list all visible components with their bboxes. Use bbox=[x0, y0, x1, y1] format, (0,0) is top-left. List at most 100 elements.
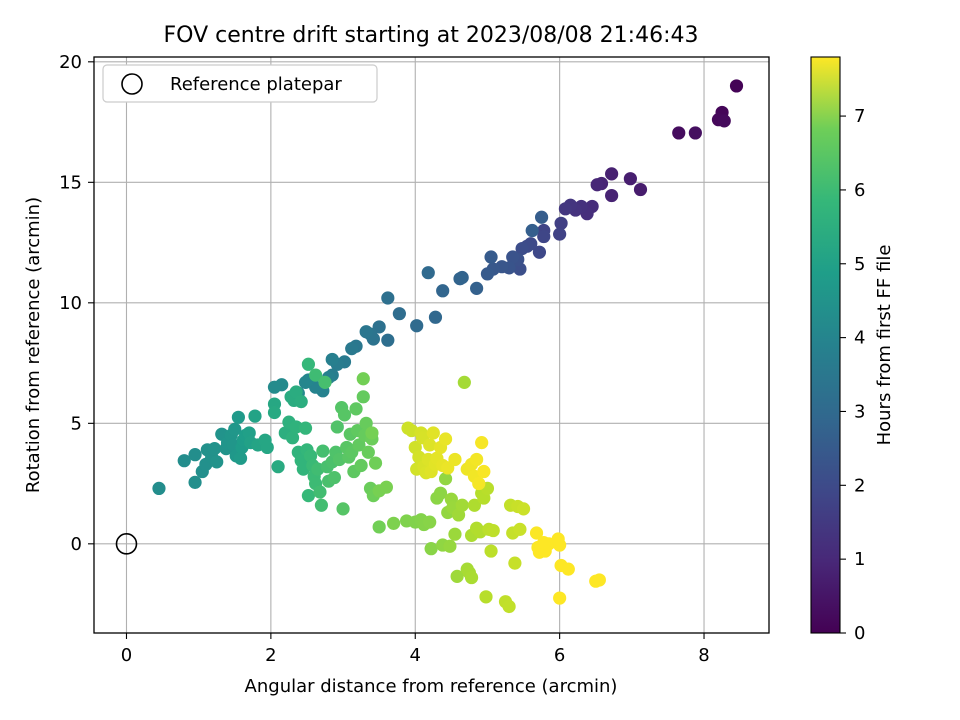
data-point bbox=[428, 310, 443, 324]
data-point bbox=[248, 409, 262, 423]
data-point bbox=[352, 438, 366, 452]
x-axis-label: Angular distance from reference (arcmin) bbox=[245, 676, 618, 697]
data-point bbox=[455, 498, 469, 512]
reference-platepar-marker bbox=[115, 533, 138, 555]
y-tick-label: 20 bbox=[59, 52, 82, 73]
data-point bbox=[717, 114, 731, 128]
colorbar-label: Hours from first FF file bbox=[874, 245, 895, 446]
data-point bbox=[361, 445, 375, 459]
data-point bbox=[470, 281, 484, 295]
data-point bbox=[467, 498, 482, 512]
data-point bbox=[381, 333, 395, 347]
data-point bbox=[188, 475, 202, 489]
data-point bbox=[314, 498, 329, 512]
data-point bbox=[301, 357, 316, 371]
data-point bbox=[365, 426, 379, 440]
data-point bbox=[372, 520, 386, 534]
data-point bbox=[260, 440, 274, 455]
data-point bbox=[438, 472, 453, 486]
data-point bbox=[554, 216, 568, 230]
data-point bbox=[464, 570, 479, 585]
data-point bbox=[529, 526, 544, 540]
y-axis-ticks: 0 5 10 15 20 bbox=[59, 52, 94, 555]
data-point bbox=[318, 375, 332, 389]
data-point bbox=[267, 380, 282, 394]
x-tick-label: 2 bbox=[265, 645, 276, 666]
data-point bbox=[381, 291, 395, 305]
data-point bbox=[267, 405, 282, 420]
data-point bbox=[228, 422, 242, 436]
data-point bbox=[423, 438, 437, 452]
data-point bbox=[356, 372, 370, 386]
data-point bbox=[359, 325, 373, 339]
data-point bbox=[242, 426, 256, 440]
data-point bbox=[475, 436, 489, 450]
colorbar-tick-label: 3 bbox=[854, 401, 865, 422]
data-point bbox=[313, 485, 327, 499]
data-point bbox=[345, 342, 359, 356]
colorbar bbox=[810, 56, 841, 634]
data-point bbox=[423, 515, 437, 529]
data-point bbox=[480, 267, 495, 281]
data-point bbox=[271, 460, 285, 474]
data-point bbox=[477, 464, 491, 479]
data-point bbox=[486, 523, 500, 538]
y-tick-label: 0 bbox=[71, 534, 82, 555]
data-point bbox=[553, 591, 567, 605]
data-point bbox=[457, 375, 471, 389]
data-point bbox=[325, 352, 339, 367]
data-point bbox=[424, 542, 438, 556]
colorbar-tick-label: 6 bbox=[854, 180, 865, 201]
data-point bbox=[207, 442, 222, 456]
data-point bbox=[285, 431, 300, 445]
colorbar-tick-label: 1 bbox=[854, 549, 865, 570]
data-point bbox=[537, 536, 551, 550]
data-point bbox=[294, 395, 308, 409]
data-point bbox=[368, 456, 383, 470]
data-point bbox=[633, 182, 648, 197]
data-point bbox=[436, 284, 450, 298]
data-point bbox=[298, 421, 313, 435]
data-point bbox=[433, 486, 448, 500]
data-point bbox=[337, 408, 352, 422]
colorbar-tick-label: 4 bbox=[854, 328, 865, 349]
data-point bbox=[472, 476, 486, 491]
data-point bbox=[231, 410, 245, 424]
data-point bbox=[448, 452, 462, 467]
data-point bbox=[453, 272, 467, 286]
data-point bbox=[537, 229, 551, 244]
data-point bbox=[330, 420, 344, 434]
data-point bbox=[354, 458, 368, 473]
data-point bbox=[532, 245, 547, 259]
data-point bbox=[438, 432, 453, 446]
data-point bbox=[177, 454, 191, 468]
data-point bbox=[534, 210, 549, 224]
colorbar-tick-label: 7 bbox=[854, 106, 865, 127]
data-point bbox=[443, 539, 457, 553]
colorbar-ticks: 0 1 2 3 4 5 6 7 bbox=[840, 106, 865, 644]
data-points bbox=[152, 79, 744, 614]
data-point bbox=[553, 227, 567, 241]
data-point bbox=[508, 556, 522, 570]
data-point bbox=[515, 241, 529, 256]
data-point bbox=[592, 573, 606, 587]
data-point bbox=[356, 390, 370, 404]
data-point bbox=[372, 320, 386, 334]
data-point bbox=[152, 481, 166, 495]
y-tick-label: 15 bbox=[59, 172, 82, 193]
data-point bbox=[336, 502, 350, 516]
data-point bbox=[479, 590, 493, 604]
plot-frame bbox=[93, 56, 770, 634]
colorbar-tick-label: 0 bbox=[854, 623, 865, 644]
y-tick-label: 10 bbox=[59, 293, 82, 314]
data-point bbox=[421, 266, 435, 280]
data-point bbox=[327, 470, 342, 485]
data-point bbox=[484, 544, 498, 558]
legend-marker bbox=[121, 73, 143, 95]
data-point bbox=[688, 126, 702, 140]
data-point bbox=[506, 250, 520, 264]
data-point bbox=[513, 522, 527, 536]
data-point bbox=[316, 444, 330, 458]
x-axis-ticks: 0 2 4 6 8 bbox=[121, 633, 710, 666]
data-point bbox=[502, 599, 516, 614]
